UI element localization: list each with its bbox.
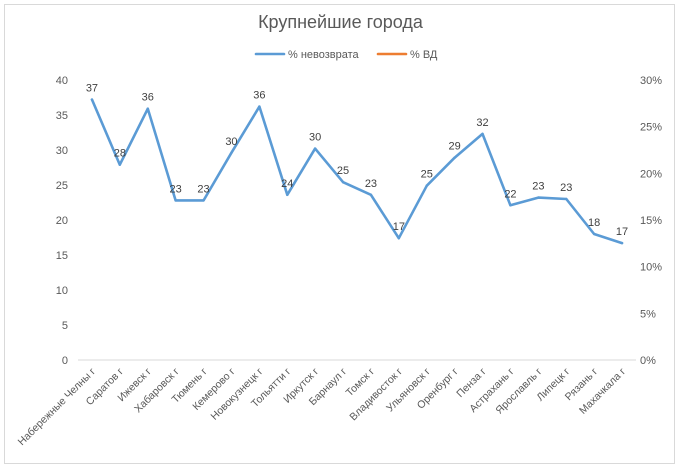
legend-label: % невозврата (288, 49, 360, 61)
data-point (425, 184, 428, 187)
data-point (90, 98, 94, 101)
data-label: 25 (337, 165, 349, 177)
y-right-tick-label: 25% (640, 122, 662, 134)
data-label: 17 (393, 221, 405, 233)
data-label: 36 (253, 90, 265, 102)
data-label: 23 (170, 183, 182, 195)
y-right-tick-label: 0% (640, 355, 656, 367)
y-right-tick-label: 20% (640, 168, 662, 180)
data-label: 17 (616, 226, 628, 238)
data-point (397, 237, 401, 240)
y-right-tick-label: 15% (640, 215, 662, 227)
y-right-tick-label: 10% (640, 262, 662, 274)
data-point (509, 204, 512, 207)
data-label: 25 (421, 169, 433, 181)
data-point (592, 232, 596, 236)
legend-label: % ВД (410, 49, 438, 61)
data-point (481, 132, 484, 136)
data-label: 22 (504, 188, 516, 200)
data-point (146, 107, 149, 110)
data-label: 36 (142, 92, 154, 104)
data-label: 30 (309, 132, 321, 144)
data-label: 30 (225, 136, 237, 148)
data-point (453, 156, 456, 159)
x-tick-label: Набережные Челны г (16, 366, 99, 449)
data-label: 23 (197, 183, 209, 195)
data-label: 18 (588, 217, 600, 229)
data-label: 23 (560, 182, 572, 194)
data-point (537, 196, 540, 199)
data-point (341, 181, 345, 184)
data-label: 23 (365, 178, 377, 190)
chart-frame (4, 4, 675, 464)
data-label: 23 (532, 181, 544, 193)
y-left-tick-label: 20 (56, 215, 68, 227)
y-right-tick-label: 5% (640, 308, 656, 320)
data-point (286, 193, 289, 196)
series-line (90, 98, 624, 245)
y-left-tick-label: 10 (56, 285, 68, 297)
data-point (565, 197, 568, 201)
data-point (174, 199, 177, 202)
data-point (258, 105, 261, 108)
data-point (620, 241, 624, 245)
data-label: 28 (114, 148, 126, 160)
y-right-tick-label: 30% (640, 75, 662, 87)
y-left-tick-label: 15 (56, 250, 68, 262)
data-point (202, 199, 205, 202)
data-point (313, 147, 317, 150)
y-left-tick-label: 30 (56, 145, 68, 157)
data-point (118, 163, 122, 166)
y-left-tick-label: 5 (62, 320, 68, 332)
data-label: 24 (281, 178, 293, 190)
y-left-tick-label: 25 (56, 180, 68, 192)
data-label: 37 (86, 83, 98, 95)
chart-title: Крупнейшие города (258, 12, 423, 32)
y-left-tick-label: 0 (62, 355, 68, 367)
data-point (369, 193, 373, 196)
data-label: 32 (476, 117, 488, 129)
y-left-tick-label: 35 (56, 110, 68, 122)
data-point (230, 151, 233, 154)
y-left-tick-label: 40 (56, 75, 68, 87)
data-label: 29 (449, 141, 461, 153)
